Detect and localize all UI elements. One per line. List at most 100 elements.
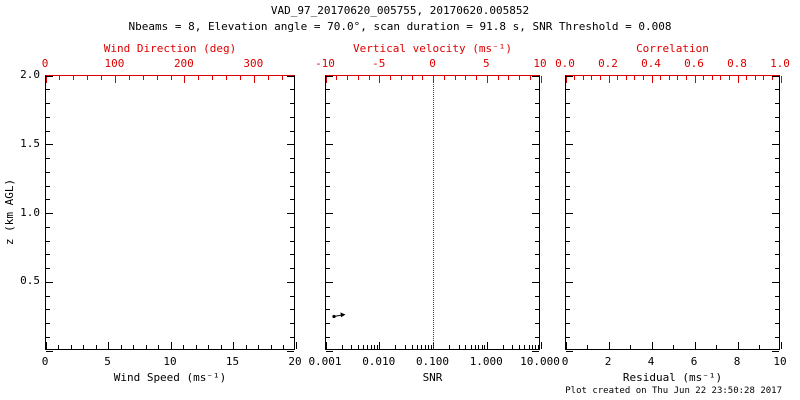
top-axis-tick [728,76,730,80]
axis-title-wind-speed-top: Wind Direction (deg) [103,42,237,55]
left-axis-tick [566,199,570,201]
top-axis-tick [651,76,653,83]
bottom-axis-tick [357,345,359,349]
left-axis-tick [46,323,50,324]
right-axis-tick [772,144,779,146]
top-axis-tick [642,76,644,80]
left-axis-tick [326,240,330,242]
bottom-axis-tick [108,342,109,349]
left-axis-tick [566,116,570,118]
right-axis-tick [535,295,539,297]
right-axis-tick [775,185,779,187]
bottom-axis-tick [433,342,434,349]
left-axis-tick [326,254,330,256]
top-axis-tick [357,76,359,80]
right-axis-tick [535,226,539,228]
bottom-axis-tick [295,342,297,349]
left-axis-tick [326,89,330,91]
tick-label-residual-bottom: 10 [773,355,787,368]
bottom-axis-tick [630,345,631,349]
top-axis-tick [156,76,158,80]
top-axis-tick [529,76,531,80]
bottom-axis-tick [133,345,134,349]
left-axis-tick [566,89,570,91]
panel-snr [325,75,542,352]
left-axis-tick [326,144,333,146]
panel-residual [565,75,782,352]
tick-label-residual-bottom: 8 [733,355,741,368]
left-axis-tick [566,226,570,228]
right-axis-tick [775,295,779,297]
right-axis-tick [775,240,779,242]
right-axis-tick [775,116,779,118]
right-axis-tick [290,171,294,173]
right-axis-tick [290,116,294,118]
top-axis-tick [780,76,782,83]
tick-label-wind-speed-bottom: 5 [104,355,111,368]
left-axis-tick [326,75,333,77]
right-axis-tick [535,323,539,324]
left-axis-tick [46,130,50,132]
top-axis-tick [443,76,445,80]
top-axis-tick [411,76,413,80]
bottom-axis-tick [486,342,488,349]
bottom-axis-tick [449,345,451,349]
top-axis-tick [634,76,636,80]
right-axis-tick [290,89,294,91]
bottom-axis-tick [183,345,184,349]
bottom-axis-tick [484,345,486,349]
top-axis-tick [368,76,370,80]
bottom-axis-tick [411,345,413,349]
bottom-axis-tick [528,345,530,349]
right-axis-tick [290,254,294,256]
right-axis-tick [535,336,539,338]
bottom-axis-tick [780,342,782,349]
plot-created-timestamp: Plot created on Thu Jun 22 23:50:28 2017 [565,386,782,396]
top-axis-tick [540,76,542,83]
top-axis-tick [45,76,47,83]
bottom-axis-tick [458,345,460,349]
bottom-axis-tick [367,345,369,349]
right-axis-tick [535,268,539,269]
top-axis-tick [574,76,576,80]
top-axis-tick [625,76,627,80]
right-axis-tick [290,323,294,324]
top-axis-tick [379,76,381,83]
tick-label-residual-bottom: 0 [561,355,569,368]
axis-title-snr-bottom: SNR [422,371,443,384]
top-axis-tick [599,76,601,80]
right-axis-tick [532,144,539,146]
bottom-axis-tick [608,342,610,349]
bottom-axis-tick [421,345,423,349]
bottom-axis-tick [737,342,739,349]
top-axis-tick [325,76,327,83]
bottom-axis-tick [481,345,483,349]
right-axis-tick [775,323,779,324]
left-axis-tick [46,295,50,297]
bottom-axis-tick [395,345,397,349]
bottom-axis-tick [145,345,147,349]
top-axis-tick [454,76,456,80]
left-axis-tick [566,309,570,311]
top-axis-tick [114,76,116,83]
top-axis-tick [184,76,186,83]
left-axis-tick [566,281,573,283]
bottom-axis-tick [374,345,375,349]
right-axis-tick [535,130,539,132]
top-axis-tick [771,76,773,80]
y-tick-label: 1.5 [20,136,40,150]
top-axis-tick [591,76,593,80]
bottom-axis-tick [538,345,539,349]
left-axis-tick [46,89,50,91]
top-axis-tick [565,76,567,83]
left-axis-tick [46,226,50,228]
bottom-axis-tick [465,345,467,349]
bottom-axis-tick [512,345,514,349]
bottom-axis-tick [430,345,432,349]
bottom-axis-tick [45,342,47,349]
right-axis-tick [775,130,779,132]
right-axis-tick [287,350,294,352]
tick-label-wind-speed-top: 0 [41,57,49,70]
left-axis-tick [326,185,330,187]
